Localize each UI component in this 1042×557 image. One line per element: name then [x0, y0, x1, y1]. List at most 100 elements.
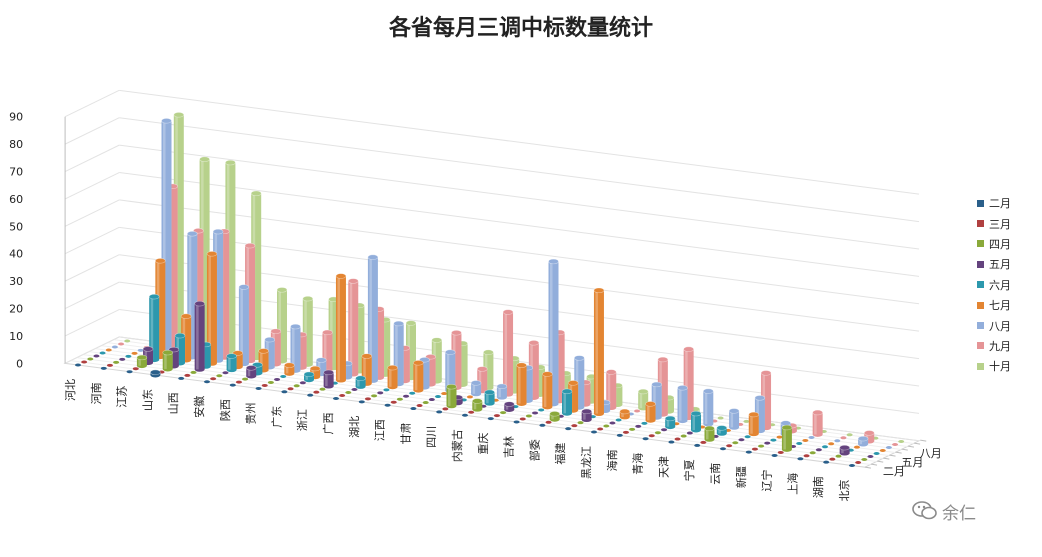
bar: [728, 408, 740, 430]
bar: [287, 387, 294, 391]
bar: [446, 384, 457, 409]
bar: [335, 273, 347, 383]
legend-swatch: [977, 260, 984, 268]
legend-item: 五月: [977, 254, 1041, 274]
bar: [629, 427, 636, 431]
bar: [204, 380, 210, 384]
bar: [717, 416, 724, 420]
bar: [654, 431, 661, 435]
bar: [732, 441, 739, 445]
legend-label: 九月: [989, 339, 1011, 353]
bar: [716, 425, 728, 436]
bar: [131, 351, 138, 355]
x-tick-label: 上海: [785, 473, 799, 495]
bar: [641, 421, 648, 425]
bar: [476, 366, 488, 394]
x-tick-label: 北京: [837, 480, 851, 502]
legend-item: 六月: [977, 275, 1041, 295]
bar: [468, 410, 475, 414]
bar: [849, 464, 855, 467]
bar: [823, 460, 830, 464]
bar: [377, 391, 384, 395]
legend-item: 八月: [977, 315, 1041, 335]
x-tick-label: 贵州: [245, 402, 258, 424]
bar: [542, 371, 553, 410]
bar: [720, 447, 726, 451]
legend: 二月 三月 四月 五月 六月 七月 八月 九月 十月: [977, 193, 1041, 377]
bar: [577, 421, 584, 425]
bar: [796, 441, 803, 445]
x-tick-label: 山西: [167, 392, 180, 414]
bar: [549, 411, 561, 422]
bar: [634, 409, 641, 413]
bar: [111, 345, 118, 349]
bar: [771, 453, 778, 457]
legend-label: 八月: [989, 319, 1011, 333]
bar: [293, 384, 300, 388]
legend-label: 五月: [989, 258, 1011, 272]
bar: [162, 349, 173, 372]
bar: [190, 370, 197, 374]
x-tick-label: 黑龙江: [580, 446, 593, 479]
legend-item: 三月: [977, 213, 1041, 233]
legend-label: 十月: [989, 360, 1011, 374]
bar: [702, 388, 714, 427]
bar: [462, 413, 468, 417]
legend-label: 六月: [989, 278, 1011, 292]
bar: [815, 448, 822, 452]
bar: [648, 434, 655, 438]
bar: [210, 377, 217, 381]
bar: [664, 415, 676, 430]
bar: [879, 449, 886, 452]
bar: [178, 376, 185, 380]
y-tick-label: 90: [9, 111, 23, 124]
bar: [661, 428, 668, 432]
x-tick-label: 天津: [657, 456, 670, 478]
bar: [216, 374, 223, 378]
bar: [150, 369, 161, 378]
bar: [274, 377, 281, 381]
bar: [545, 420, 552, 424]
bar: [132, 367, 139, 371]
bar: [532, 411, 539, 415]
bar: [781, 424, 793, 452]
bar: [635, 424, 642, 428]
x-tick-label: 河北: [64, 379, 77, 401]
x-tick-label: 内蒙古: [450, 429, 464, 462]
bar: [351, 388, 358, 391]
bar: [487, 417, 494, 421]
bar: [744, 435, 751, 439]
y-axis-ticks: 0 10 20 30 40 50 60 70 80 90: [9, 111, 23, 371]
x-tick-label: 云南: [709, 463, 722, 485]
bar: [403, 394, 410, 398]
bar: [442, 407, 449, 411]
y-tick-label: 10: [9, 330, 23, 343]
y-tick-label: 0: [16, 357, 23, 370]
bar: [538, 408, 545, 412]
bar: [347, 278, 359, 377]
bar: [222, 371, 229, 375]
bar: [861, 458, 868, 461]
bar: [396, 397, 403, 401]
bar: [593, 287, 605, 417]
bar: [441, 392, 448, 396]
y-tick-label: 80: [9, 138, 23, 151]
bar: [137, 348, 144, 352]
x-tick-label: 安徽: [192, 396, 206, 418]
bar: [184, 373, 191, 377]
bar: [471, 398, 483, 412]
bar: [839, 444, 850, 456]
bar: [383, 388, 390, 392]
bar: [345, 391, 352, 394]
bar: [358, 400, 365, 404]
bar: [642, 437, 649, 441]
x-tick-label: 广西: [322, 413, 335, 435]
bar: [668, 440, 675, 444]
bar: [255, 386, 262, 390]
bar: [319, 387, 326, 391]
bar: [686, 431, 693, 435]
legend-swatch: [977, 322, 984, 330]
bar: [267, 380, 274, 384]
